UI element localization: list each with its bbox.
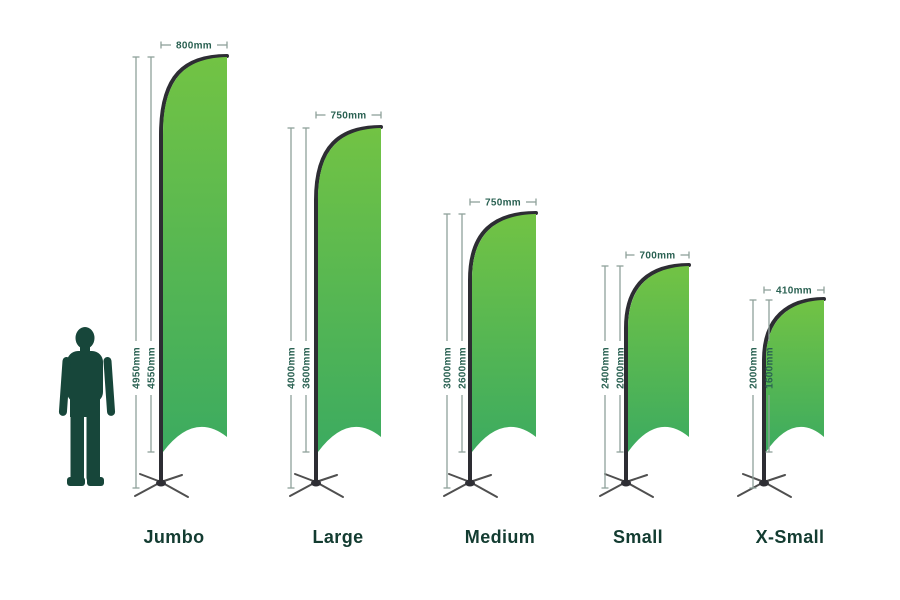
flag-height-dimension-value: 1600mm xyxy=(765,347,776,389)
width-dimension-value: 410mm xyxy=(776,286,812,297)
total-height-dimension: 2000mm xyxy=(749,299,760,489)
flag-height-dimension: 2000mm xyxy=(616,265,627,453)
total-height-dimension: 2400mm xyxy=(601,265,612,489)
flag-fabric xyxy=(318,128,381,452)
width-dimension-value: 750mm xyxy=(485,198,521,209)
flag-height-dimension-value: 3600mm xyxy=(302,347,313,389)
total-height-dimension: 4950mm xyxy=(132,56,143,489)
width-dimension-value: 750mm xyxy=(331,111,367,122)
width-dimension-value: 800mm xyxy=(176,41,212,52)
flag-pole xyxy=(468,211,538,486)
flag-height-dimension-value: 2600mm xyxy=(458,347,469,389)
person-silhouette-icon xyxy=(58,327,116,486)
width-dimension-value: 700mm xyxy=(640,251,676,262)
total-height-dimension-value: 2000mm xyxy=(749,347,760,389)
flag-pole xyxy=(624,263,691,486)
flag-pole xyxy=(159,54,229,486)
flag-height-dimension: 4550mm xyxy=(147,56,158,453)
flag-size-label: Medium xyxy=(464,527,536,547)
flag-figure-small: 700mm 2400mm 2000mm xyxy=(599,251,691,498)
flag-pole xyxy=(314,125,383,486)
width-dimension: 410mm xyxy=(763,286,825,297)
flag-size-label: Jumbo xyxy=(143,527,205,547)
width-dimension: 800mm xyxy=(160,41,228,52)
flag-pole xyxy=(762,297,826,486)
flag-figure-medium: 750mm 3000mm 2600mm xyxy=(443,198,538,498)
flag-fabric xyxy=(472,214,536,452)
total-height-dimension-value: 3000mm xyxy=(443,347,454,389)
width-dimension: 750mm xyxy=(315,111,382,122)
flag-height-dimension: 3600mm xyxy=(302,127,313,453)
flag-height-dimension: 1600mm xyxy=(765,299,776,453)
flag-size-label: Large xyxy=(312,527,364,547)
flag-fabric xyxy=(766,300,824,452)
flag-figure-x-small: 410mm 2000mm 1600mm xyxy=(737,286,826,498)
flag-size-label: X-Small xyxy=(755,527,825,547)
total-height-dimension-value: 4950mm xyxy=(132,347,143,389)
total-height-dimension-value: 4000mm xyxy=(287,347,298,389)
flag-fabric xyxy=(163,57,227,452)
flag-fabric xyxy=(628,266,689,452)
total-height-dimension-value: 2400mm xyxy=(601,347,612,389)
width-dimension: 750mm xyxy=(469,198,537,209)
flag-size-label: Small xyxy=(612,527,664,547)
flag-figure-jumbo: 800mm 4950mm 4550mm xyxy=(132,41,229,498)
flag-height-dimension-value: 2000mm xyxy=(616,347,627,389)
width-dimension: 700mm xyxy=(625,251,690,262)
flag-height-dimension: 2600mm xyxy=(458,213,469,453)
total-height-dimension: 4000mm xyxy=(287,127,298,489)
flag-height-dimension-value: 4550mm xyxy=(147,347,158,389)
total-height-dimension: 3000mm xyxy=(443,213,454,489)
flag-figure-large: 750mm 4000mm 3600mm xyxy=(287,111,383,498)
